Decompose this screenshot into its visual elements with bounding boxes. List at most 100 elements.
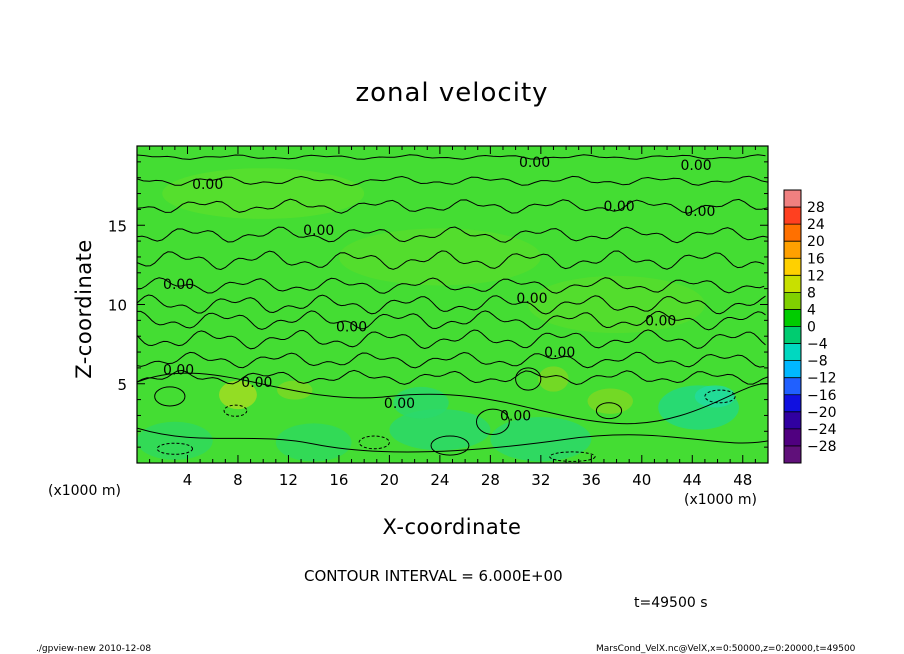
field-patch bbox=[137, 421, 213, 460]
colorbar-label: −16 bbox=[807, 388, 837, 404]
colorbar-label: −8 bbox=[807, 354, 828, 370]
colorbar-segment bbox=[784, 275, 801, 293]
colorbar-label: −24 bbox=[807, 422, 837, 438]
x-tick-label: 40 bbox=[632, 471, 651, 489]
field-patch bbox=[275, 423, 352, 462]
contour-labels: 0.00 0.00 0.00 0.00 0.00 0.00 0.00 0.00 0.00 0.00… bbox=[163, 155, 715, 425]
x-tick-label: 20 bbox=[380, 471, 399, 489]
footer-left: ./gpview-new 2010-12-08 bbox=[36, 644, 152, 654]
contour-line bbox=[137, 277, 765, 294]
negative-contour-loop bbox=[358, 435, 390, 450]
contour-label: 0.00 bbox=[500, 408, 531, 424]
colorbar-label: 28 bbox=[807, 200, 825, 216]
velocity-field bbox=[137, 146, 768, 463]
colorbar-segment bbox=[784, 292, 801, 310]
colorbar-segment bbox=[784, 241, 801, 259]
contour-label: 0.00 bbox=[192, 177, 223, 193]
colorbar-label: 0 bbox=[807, 320, 816, 336]
contour-line bbox=[137, 369, 768, 386]
colorbar-segment bbox=[784, 207, 801, 225]
field-patch bbox=[277, 380, 313, 400]
colorbar-segment bbox=[784, 394, 801, 413]
field-patch bbox=[338, 228, 541, 286]
colorbar-segment bbox=[784, 445, 801, 464]
contour-loop bbox=[475, 408, 510, 435]
colorbar-segment bbox=[784, 343, 801, 362]
field-patch bbox=[587, 388, 633, 414]
colorbar-label: 4 bbox=[807, 302, 816, 318]
contour-loop bbox=[154, 386, 186, 407]
contour-loop bbox=[515, 367, 542, 391]
contour-loop bbox=[430, 435, 470, 456]
y-tick-label: 10 bbox=[108, 297, 127, 315]
contour-line bbox=[137, 329, 766, 350]
colorbar-label: −4 bbox=[807, 337, 828, 353]
x-tick-label: 48 bbox=[733, 471, 752, 489]
y-tick-label: 5 bbox=[117, 376, 127, 394]
colorbar-segment bbox=[784, 190, 801, 208]
colorbar-segment bbox=[784, 360, 801, 379]
contour-label: 0.00 bbox=[516, 291, 547, 307]
field-patch bbox=[538, 366, 569, 392]
colorbar-label: −28 bbox=[807, 439, 837, 455]
x-tick-label: 24 bbox=[430, 471, 449, 489]
field-patch bbox=[162, 168, 365, 219]
x-tick-label: 8 bbox=[233, 471, 243, 489]
colorbar-segment bbox=[784, 326, 801, 345]
contour-label: 0.00 bbox=[241, 375, 272, 391]
y-tick-label: 15 bbox=[108, 217, 127, 235]
contour-line bbox=[137, 351, 765, 369]
contour-lines bbox=[137, 154, 768, 462]
contour-label: 0.00 bbox=[519, 155, 550, 171]
x-tick-label: 36 bbox=[582, 471, 601, 489]
contour-line bbox=[137, 372, 768, 425]
contour-label: 0.00 bbox=[384, 396, 415, 412]
contour-label: 0.00 bbox=[163, 277, 194, 293]
colorbar-label: 16 bbox=[807, 251, 825, 267]
contour-interval: CONTOUR INTERVAL = 6.000E+00 bbox=[304, 567, 563, 585]
negative-contour-loop bbox=[704, 389, 736, 404]
x-tick-label: 4 bbox=[183, 471, 193, 489]
negative-contour-loop bbox=[549, 451, 596, 462]
x-unit-right: (x1000 m) bbox=[684, 492, 757, 508]
contour-line bbox=[137, 175, 768, 187]
contour-label: 0.00 bbox=[680, 158, 711, 174]
x-tick-label: 32 bbox=[531, 471, 550, 489]
footer-right: MarsCond_VelX.nc@VelX,x=0:50000,z=0:2000… bbox=[596, 644, 856, 654]
contour-label: 0.00 bbox=[544, 345, 575, 361]
x-tick-label: 16 bbox=[329, 471, 348, 489]
field-patch bbox=[490, 417, 592, 462]
y-axis: 5 10 15 bbox=[108, 161, 768, 448]
contour-loop bbox=[595, 402, 623, 420]
x-tick-label: 12 bbox=[279, 471, 298, 489]
contour-line bbox=[137, 250, 765, 271]
contour-label: 0.00 bbox=[684, 204, 715, 220]
colorbar-segment bbox=[784, 377, 801, 396]
x-axis: 4 8 12 16 20 24 28 32 36 40 44 48 bbox=[149, 146, 756, 489]
contour-label: 0.00 bbox=[303, 223, 334, 239]
x-tick-label: 28 bbox=[481, 471, 500, 489]
contour-line bbox=[137, 154, 766, 160]
colorbar-label: −12 bbox=[807, 371, 837, 387]
colorbar-segment bbox=[784, 411, 801, 430]
contour-line bbox=[137, 294, 766, 315]
colorbar-label: 20 bbox=[807, 234, 825, 250]
time-label: t=49500 s bbox=[634, 595, 708, 611]
colorbar-segment bbox=[784, 428, 801, 447]
negative-contour-loop bbox=[223, 404, 248, 417]
colorbar-segment bbox=[784, 309, 801, 327]
contour-label: 0.00 bbox=[603, 199, 634, 215]
colorbar-label: 12 bbox=[807, 268, 825, 284]
contour-line bbox=[137, 226, 768, 244]
contour-line bbox=[137, 310, 766, 331]
x-tick-label: 44 bbox=[683, 471, 702, 489]
colorbar-segment bbox=[784, 224, 801, 242]
colorbar-label: 24 bbox=[807, 217, 825, 233]
contour-line bbox=[137, 198, 768, 214]
colorbar-label: 8 bbox=[807, 285, 816, 301]
contour-line bbox=[137, 427, 768, 453]
y-axis-label: Z-coordinate bbox=[72, 239, 96, 379]
contour-label: 0.00 bbox=[336, 320, 367, 336]
